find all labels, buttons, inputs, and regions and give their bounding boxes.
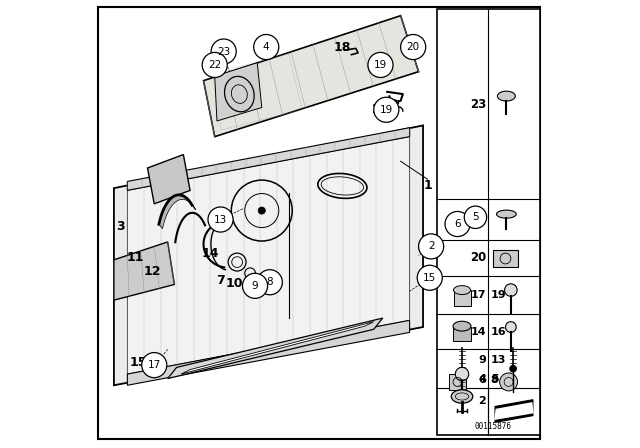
Text: 20: 20 <box>406 42 420 52</box>
Ellipse shape <box>497 91 515 101</box>
Polygon shape <box>215 63 262 121</box>
Circle shape <box>374 97 399 122</box>
Text: 15: 15 <box>130 356 147 370</box>
Ellipse shape <box>497 210 516 218</box>
Circle shape <box>401 34 426 60</box>
Text: 11: 11 <box>127 251 144 264</box>
Circle shape <box>510 366 516 372</box>
Text: 2: 2 <box>479 396 486 406</box>
Text: 3: 3 <box>116 220 125 233</box>
Ellipse shape <box>451 390 473 403</box>
Text: 1: 1 <box>423 179 432 193</box>
Text: 12: 12 <box>143 264 161 278</box>
Text: 14: 14 <box>202 246 219 260</box>
Text: 5: 5 <box>491 374 499 383</box>
Text: 8: 8 <box>491 375 499 385</box>
Polygon shape <box>168 318 383 379</box>
Polygon shape <box>453 327 471 341</box>
Text: 21: 21 <box>372 103 389 116</box>
Text: 19: 19 <box>374 60 387 70</box>
Text: 14: 14 <box>470 327 486 336</box>
Text: 4: 4 <box>478 374 486 383</box>
Polygon shape <box>148 155 190 204</box>
Circle shape <box>141 353 167 378</box>
Circle shape <box>455 367 468 381</box>
Text: 8: 8 <box>266 277 273 287</box>
Circle shape <box>419 234 444 259</box>
Circle shape <box>208 207 233 232</box>
Polygon shape <box>114 242 174 300</box>
Text: 18: 18 <box>333 40 351 54</box>
Circle shape <box>506 322 516 332</box>
Text: 17: 17 <box>148 360 161 370</box>
Polygon shape <box>181 322 374 374</box>
Text: 5: 5 <box>472 212 479 222</box>
Circle shape <box>368 52 393 78</box>
Circle shape <box>500 373 518 391</box>
Text: 22: 22 <box>470 213 486 226</box>
Circle shape <box>211 39 236 64</box>
Ellipse shape <box>453 321 471 331</box>
Text: 00115876: 00115876 <box>474 422 511 431</box>
Text: 23: 23 <box>217 47 230 56</box>
Polygon shape <box>204 16 419 137</box>
Text: 20: 20 <box>470 251 486 264</box>
Circle shape <box>445 211 470 237</box>
Circle shape <box>417 265 442 290</box>
Polygon shape <box>494 402 534 420</box>
Ellipse shape <box>454 286 470 295</box>
Bar <box>437 9 540 435</box>
Polygon shape <box>159 195 196 229</box>
Bar <box>449 374 467 390</box>
Text: 7: 7 <box>216 273 225 287</box>
Text: 9: 9 <box>252 281 259 291</box>
Circle shape <box>243 273 268 298</box>
Text: 17: 17 <box>470 289 486 300</box>
Polygon shape <box>127 137 410 374</box>
Polygon shape <box>127 320 410 385</box>
Text: 2: 2 <box>428 241 435 251</box>
Text: 4: 4 <box>263 42 269 52</box>
Text: 10: 10 <box>225 276 243 290</box>
Circle shape <box>202 52 227 78</box>
Text: 13: 13 <box>214 215 227 224</box>
Text: 15: 15 <box>423 273 436 283</box>
Text: 6: 6 <box>478 375 486 385</box>
Circle shape <box>253 34 279 60</box>
Text: 19: 19 <box>380 105 393 115</box>
Text: 16: 16 <box>491 327 506 336</box>
Circle shape <box>504 284 517 297</box>
Circle shape <box>464 206 486 228</box>
Polygon shape <box>495 400 533 422</box>
Text: 13: 13 <box>491 354 506 365</box>
Text: 9: 9 <box>478 354 486 365</box>
Polygon shape <box>454 290 470 306</box>
Text: 22: 22 <box>208 60 221 70</box>
Circle shape <box>257 270 282 295</box>
Circle shape <box>258 207 266 214</box>
Bar <box>493 250 518 267</box>
Text: 6: 6 <box>454 219 461 229</box>
Text: 23: 23 <box>470 98 486 111</box>
Text: 19: 19 <box>491 289 506 300</box>
Polygon shape <box>114 125 423 385</box>
Polygon shape <box>127 128 410 190</box>
